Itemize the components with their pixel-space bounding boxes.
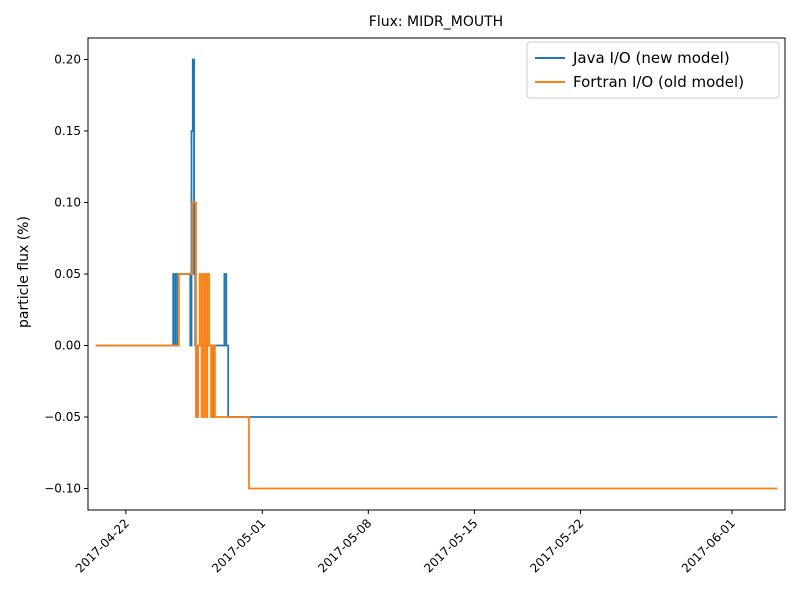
legend: Java I/O (new model) Fortran I/O (old mod… (526, 41, 780, 99)
series-layer (95, 58, 778, 490)
legend-box (526, 41, 780, 99)
y-tick-label: 0.15 (54, 124, 81, 138)
legend-label-1: Fortran I/O (old model) (573, 73, 744, 91)
y-tick-label: 0.00 (54, 339, 81, 353)
y-tick-label: 0.05 (54, 267, 81, 281)
y-tick-label: 0.10 (54, 195, 81, 209)
chart-title: Flux: MIDR_MOUTH (369, 14, 503, 30)
series-line-1 (95, 201, 778, 490)
y-axis-label: particle flux (%) (16, 216, 32, 328)
y-tick-label: −0.05 (44, 410, 81, 424)
y-tick-label: 0.20 (54, 52, 81, 66)
legend-label-0: Java I/O (new model) (572, 49, 730, 67)
y-tick-label: −0.10 (44, 482, 81, 496)
